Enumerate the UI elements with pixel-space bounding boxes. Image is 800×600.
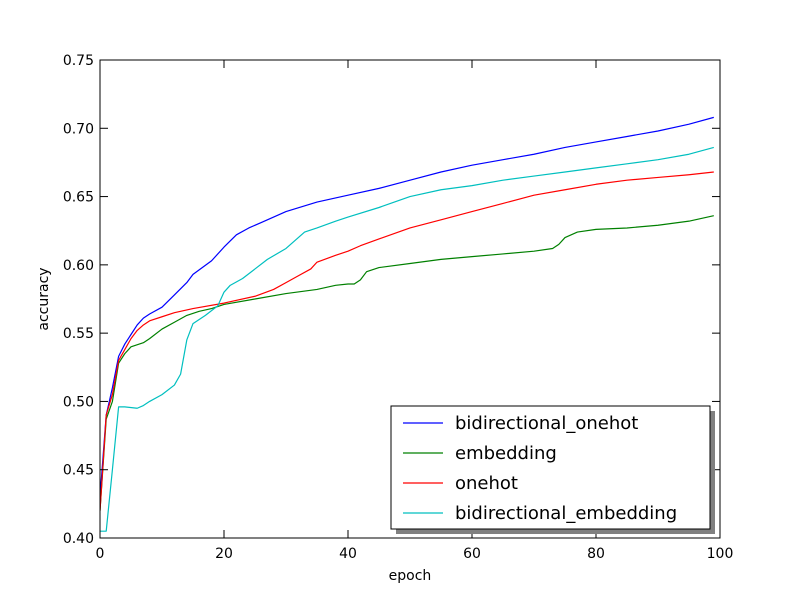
x-tick-label: 80 <box>587 546 605 562</box>
x-tick-label: 0 <box>96 546 105 562</box>
legend: bidirectional_onehot embedding onehot bidir… <box>390 405 715 534</box>
plot-area-frame <box>99 59 721 539</box>
y-tick-label: 0.40 <box>63 531 94 547</box>
x-tick-label: 60 <box>463 546 481 562</box>
x-tick-label: 20 <box>215 546 233 562</box>
series-layer <box>100 116 714 532</box>
legend-label: bidirectional_embedding <box>455 503 677 524</box>
y-tick-label: 0.60 <box>63 258 94 274</box>
legend-box <box>390 405 711 530</box>
x-axis-label: epoch <box>389 568 432 584</box>
series-line-bidirectional-onehot <box>100 116 714 498</box>
y-tick-label: 0.65 <box>63 190 94 206</box>
x-tick-label: 100 <box>707 546 734 562</box>
legend-label: onehot <box>455 473 518 494</box>
y-tick-label: 0.50 <box>63 394 94 410</box>
y-axis-label: accuracy <box>36 267 52 330</box>
series-line-onehot <box>100 171 714 511</box>
y-tick-label: 0.55 <box>63 326 94 342</box>
y-tick-label: 0.75 <box>63 53 94 69</box>
y-tick-label: 0.45 <box>63 463 94 479</box>
legend-label: embedding <box>455 443 557 464</box>
ticks-layer: 0 20 40 60 80 100 0.40 0.45 0.50 0.55 0.60 0.65 0.70… <box>63 53 734 562</box>
series-line-bidirectional-embedding <box>100 146 714 532</box>
y-tick-label: 0.70 <box>63 121 94 137</box>
legend-label: bidirectional_onehot <box>455 413 638 434</box>
x-tick-label: 40 <box>339 546 357 562</box>
series-line-embedding <box>100 215 714 511</box>
